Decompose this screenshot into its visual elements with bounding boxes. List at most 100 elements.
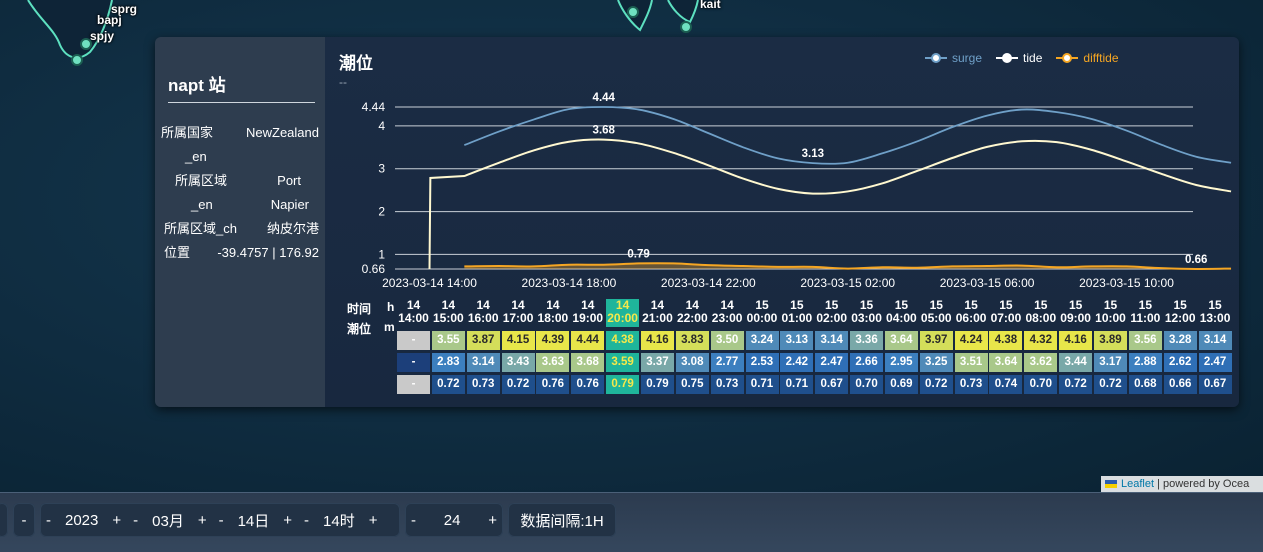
hour-value: 14时 — [323, 512, 355, 530]
station-popup: napt 站 所属国家 NewZealand _en 所属区域 Port _en Na… — [155, 37, 1239, 407]
time-column-header[interactable]: 15 03:00 — [850, 299, 883, 327]
time-column-header[interactable]: 15 11:00 — [1129, 299, 1162, 327]
time-column-header[interactable]: 14 17:00 — [502, 299, 535, 327]
time-column-header[interactable]: 15 04:00 — [885, 299, 918, 327]
time-column-header[interactable]: 15 06:00 — [955, 299, 988, 327]
time-column-header[interactable]: 14 23:00 — [711, 299, 744, 327]
time-column-header[interactable]: 15 09:00 — [1059, 299, 1092, 327]
time-column-header[interactable]: 14 18:00 — [536, 299, 569, 327]
time-column-header[interactable]: 14 19:00 — [571, 299, 604, 327]
info-label: _en — [191, 197, 213, 212]
map-attribution: Leaflet | powered by Ocea — [1101, 476, 1263, 492]
table-cell: 0.69 — [884, 375, 918, 394]
legend-item-surge[interactable]: surge — [925, 51, 982, 65]
info-row: 所属区域_ch 纳皮尔港 — [161, 217, 319, 241]
count-group: - 24 + — [405, 503, 503, 537]
data-label: 4.44 — [593, 92, 616, 104]
table-cell: 3.64 — [989, 353, 1023, 372]
day-label: 15 — [1138, 298, 1153, 312]
data-label: 3.68 — [593, 125, 616, 137]
table-cell: 3.63 — [536, 353, 570, 372]
hour-label: 22:00 — [676, 311, 708, 325]
table-cell: 0.71 — [745, 375, 779, 394]
legend-label: difftide — [1083, 51, 1119, 65]
hour-label: 13:00 — [1199, 311, 1231, 325]
table-cell: 0.68 — [1128, 375, 1162, 394]
hour-label: 23:00 — [711, 311, 743, 325]
station-label[interactable]: bapj — [97, 13, 122, 27]
table-cell: 3.89 — [1094, 331, 1127, 350]
legend-tide-icon — [996, 52, 1019, 64]
table-cell: 3.87 — [466, 331, 500, 350]
x-tick-label: 2023-03-15 06:00 — [940, 276, 1035, 290]
table-cell: 2.83 — [431, 353, 465, 372]
station-marker[interactable] — [627, 6, 639, 18]
hour-label: 16:00 — [467, 311, 499, 325]
attribution-text: | powered by Ocea — [1157, 478, 1250, 490]
station-info-sidebar: napt 站 所属国家 NewZealand _en 所属区域 Port _en Na… — [155, 37, 325, 407]
day-label: 15 — [894, 298, 909, 312]
station-label[interactable]: spjy — [90, 29, 115, 43]
time-column-header[interactable]: 15 01:00 — [780, 299, 813, 327]
table-cell: 0.79 — [606, 375, 640, 394]
year-minus-button[interactable]: - — [46, 511, 51, 529]
time-column-header[interactable]: 15 02:00 — [815, 299, 848, 327]
table-cell: 0.70 — [850, 375, 884, 394]
year-value: 2023 — [65, 511, 99, 529]
time-column-header[interactable]: 15 05:00 — [920, 299, 953, 327]
station-marker[interactable] — [80, 38, 92, 50]
info-value: Port — [277, 173, 301, 188]
day-minus-button[interactable]: - — [218, 511, 224, 529]
time-column-header[interactable]: 14 22:00 — [676, 299, 709, 327]
hour-label: 12:00 — [1164, 311, 1196, 325]
chart-title: 潮位 — [339, 54, 373, 73]
station-label[interactable]: kait — [700, 0, 721, 11]
time-column-header[interactable]: 14 20:00 — [606, 299, 640, 327]
table-cell: 0.75 — [675, 375, 709, 394]
y-tick-label: 3 — [378, 162, 385, 176]
table-cell: 3.25 — [919, 353, 953, 372]
table-cell: 0.74 — [989, 375, 1023, 394]
count-plus-button[interactable]: + — [488, 511, 497, 529]
table-cell: 0.76 — [536, 375, 570, 394]
time-column-header[interactable]: 14 14:00 — [397, 299, 430, 327]
day-label: 15 — [859, 298, 874, 312]
day-label: 14 — [546, 298, 560, 312]
year-plus-button[interactable]: + — [112, 511, 122, 529]
station-marker[interactable] — [71, 54, 83, 66]
month-plus-button[interactable]: + — [197, 511, 207, 529]
table-cell: 3.08 — [675, 353, 709, 372]
legend-difftide-icon — [1056, 52, 1079, 64]
time-column-header[interactable]: 15 12:00 — [1164, 299, 1197, 327]
station-marker[interactable] — [680, 21, 692, 33]
time-column-header[interactable]: 15 00:00 — [746, 299, 779, 327]
month-minus-button[interactable]: - — [133, 511, 139, 529]
info-label: 所属区域 — [175, 173, 228, 188]
interval-label[interactable]: 数据间隔:1H — [520, 512, 604, 530]
time-column-header[interactable]: 14 15:00 — [432, 299, 465, 327]
time-column-header[interactable]: 14 21:00 — [641, 299, 674, 327]
hour-plus-button[interactable]: + — [368, 511, 378, 529]
chart-legend: surge tide difftide — [925, 51, 1119, 65]
time-column-header[interactable]: 15 13:00 — [1199, 299, 1232, 327]
count-minus-button[interactable]: - — [411, 511, 416, 529]
day-label: 15 — [1103, 298, 1118, 312]
day-plus-button[interactable]: + — [283, 511, 293, 529]
hour-minus-button[interactable]: - — [304, 511, 310, 529]
series-line-difftide — [464, 262, 1232, 271]
table-cell: - — [397, 331, 430, 350]
day-label: 14 — [650, 298, 665, 312]
station-label[interactable]: sprg — [111, 2, 138, 16]
table-cell: 4.16 — [640, 331, 674, 350]
time-column-header[interactable]: 14 16:00 — [467, 299, 500, 327]
info-label: 位置 — [164, 245, 191, 260]
day-label: 14 — [685, 298, 699, 312]
time-column-header[interactable]: 15 08:00 — [1024, 299, 1057, 327]
minus-button[interactable]: - — [21, 511, 27, 529]
legend-item-tide[interactable]: tide — [996, 51, 1042, 65]
leaflet-link[interactable]: Leaflet — [1121, 478, 1155, 490]
time-column-header[interactable]: 15 10:00 — [1094, 299, 1127, 327]
time-column-header[interactable]: 15 07:00 — [989, 299, 1022, 327]
legend-item-difftide[interactable]: difftide — [1056, 51, 1119, 65]
